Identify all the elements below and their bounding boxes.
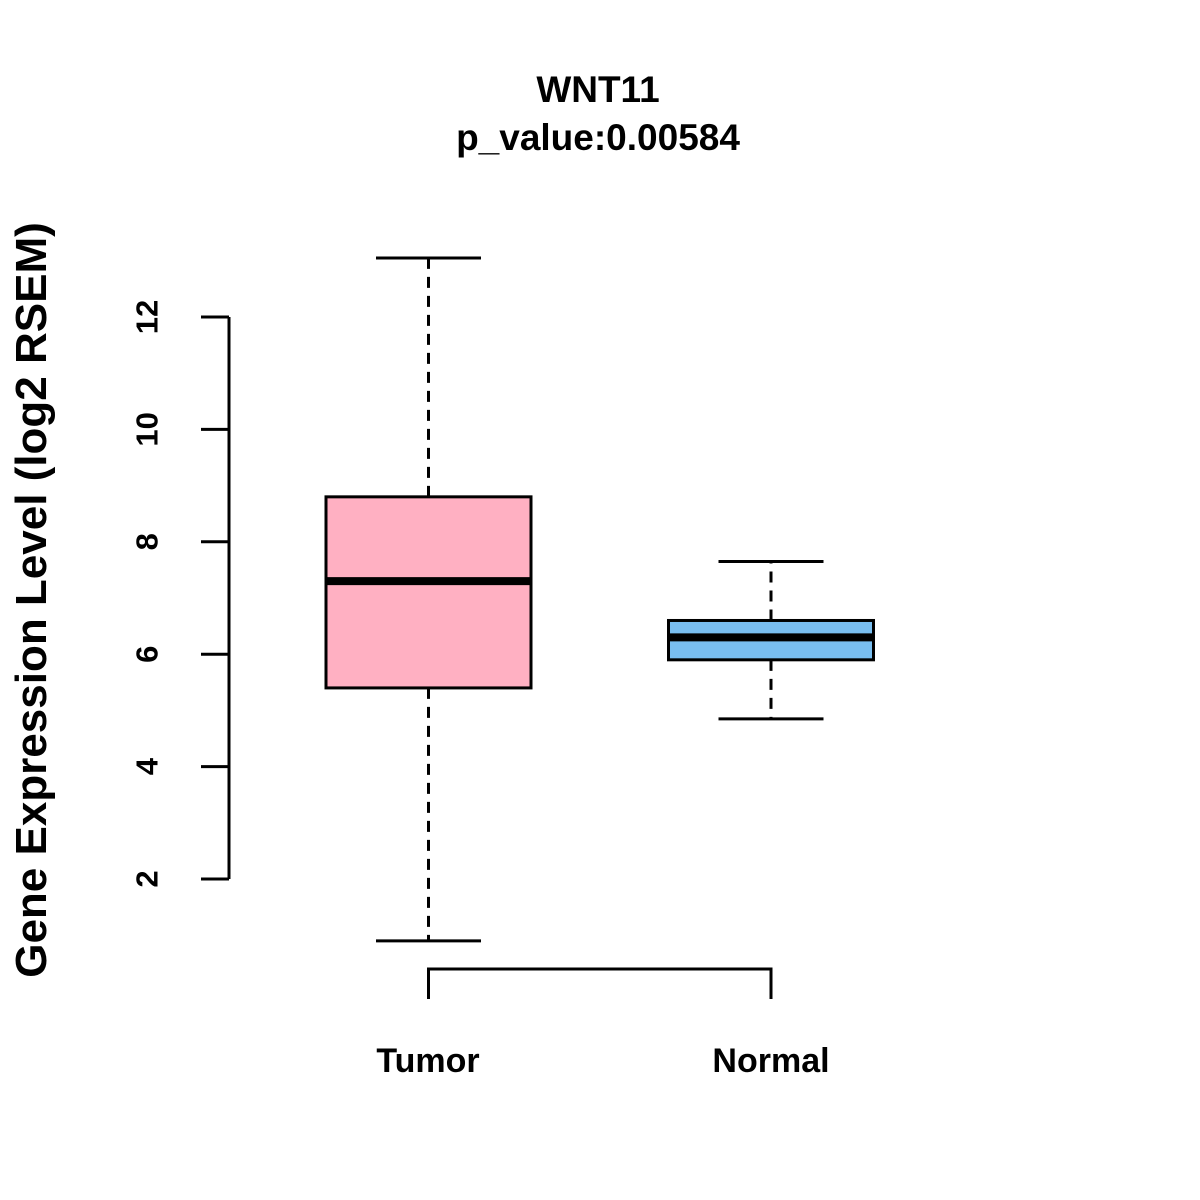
y-tick-label: 6	[130, 646, 165, 663]
chart-title: WNT11	[536, 69, 660, 110]
category-label-normal: Normal	[712, 1042, 830, 1080]
category-label-tumor: Tumor	[376, 1042, 480, 1080]
chart-subtitle: p_value:0.00584	[456, 117, 740, 158]
y-tick-label: 4	[130, 757, 165, 775]
x-axis-bracket	[427, 967, 773, 999]
y-tick-label: 10	[130, 412, 165, 446]
y-tick-label: 2	[130, 870, 165, 887]
tumor-box	[324, 495, 533, 690]
y-tick-label: 12	[130, 300, 165, 334]
y-tick-label: 8	[130, 533, 165, 550]
